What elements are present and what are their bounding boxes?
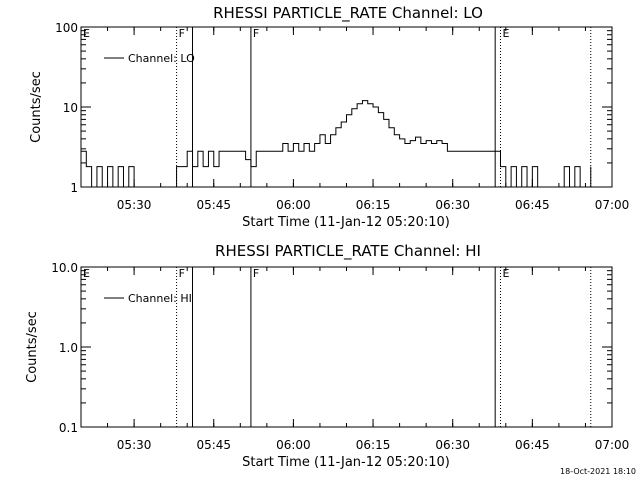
panel-lo-y-label: Counts/sec (29, 71, 44, 143)
panel-hi-legend-label: Channel: HI (128, 292, 192, 305)
panel-lo-series-line (81, 100, 592, 188)
panel-lo-legend-label: Channel: LO (128, 52, 195, 65)
panel-hi-x-tick-label: 06:30 (435, 438, 470, 452)
panel-hi-x-label: Start Time (11-Jan-12 05:20:10) (242, 455, 450, 470)
panel-hi-event-label: F (179, 267, 185, 280)
panel-hi-y-tick-label: 10.0 (51, 261, 78, 275)
panel-hi-x-tick-label: 06:45 (515, 438, 550, 452)
panel-lo-event-label: F (253, 27, 259, 40)
panel-lo-event-label: E (83, 27, 90, 40)
panel-lo-legend: Channel: LO (104, 52, 195, 65)
panel-lo-x-tick-label: 05:45 (196, 198, 231, 212)
panel-lo-x-tick-label: 05:30 (117, 198, 152, 212)
panel-hi-event-label: E (502, 267, 509, 280)
panel-lo-y-tick-label: 1 (70, 181, 78, 195)
footer-timestamp: 18-Oct-2021 18:10 (560, 467, 636, 476)
panel-lo-x-tick-label: 06:15 (356, 198, 391, 212)
panel-hi-frame (80, 266, 613, 428)
panel-lo-x-label: Start Time (11-Jan-12 05:20:10) (242, 215, 450, 230)
panel-lo-y-tick-label: 100 (55, 21, 78, 35)
panel-lo-x-tick-label: 06:30 (435, 198, 470, 212)
panel-hi-title: RHESSI PARTICLE_RATE Channel: HI (215, 242, 481, 261)
panel-lo-x-tick-label: 06:45 (515, 198, 550, 212)
panel-lo-event-label: F (179, 27, 185, 40)
panel-lo-frame (80, 26, 613, 188)
panel-hi-y-tick-label: 0.1 (59, 421, 78, 435)
panel-hi-x-tick-label: 06:15 (356, 438, 391, 452)
panel-lo-x-tick-label: 07:00 (595, 198, 630, 212)
panel-lo: RHESSI PARTICLE_RATE Channel: LO Counts/… (29, 4, 629, 230)
panel-hi: RHESSI PARTICLE_RATE Channel: HI Counts/… (25, 242, 629, 470)
panel-lo-title: RHESSI PARTICLE_RATE Channel: LO (213, 4, 483, 23)
panel-lo-event-label: E (502, 27, 509, 40)
panel-hi-y-label: Counts/sec (25, 311, 40, 383)
panel-hi-y-tick-label: 1.0 (59, 341, 78, 355)
panel-hi-x-tick-label: 07:00 (595, 438, 630, 452)
panel-hi-legend: Channel: HI (104, 292, 192, 305)
panel-hi-event-label: E (83, 267, 90, 280)
panel-hi-x-tick-label: 05:30 (117, 438, 152, 452)
panel-hi-event-label: F (253, 267, 259, 280)
panel-hi-x-tick-label: 05:45 (196, 438, 231, 452)
panel-lo-y-tick-label: 10 (63, 101, 78, 115)
panel-hi-x-tick-label: 06:00 (276, 438, 311, 452)
panel-lo-x-tick-label: 06:00 (276, 198, 311, 212)
